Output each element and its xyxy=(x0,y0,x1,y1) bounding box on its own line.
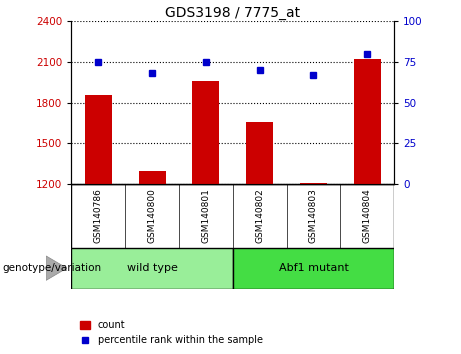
Bar xyxy=(354,59,381,184)
Bar xyxy=(246,122,273,184)
Title: GDS3198 / 7775_at: GDS3198 / 7775_at xyxy=(165,6,301,20)
Bar xyxy=(71,248,233,289)
Text: GSM140804: GSM140804 xyxy=(363,189,372,243)
Bar xyxy=(85,95,112,184)
Polygon shape xyxy=(46,256,67,280)
Text: GSM140800: GSM140800 xyxy=(148,188,157,244)
Bar xyxy=(193,81,219,184)
Text: GSM140786: GSM140786 xyxy=(94,188,103,244)
Text: wild type: wild type xyxy=(127,263,177,273)
Text: GSM140803: GSM140803 xyxy=(309,188,318,244)
Text: Abf1 mutant: Abf1 mutant xyxy=(278,263,349,273)
Text: genotype/variation: genotype/variation xyxy=(2,263,101,273)
Legend: count, percentile rank within the sample: count, percentile rank within the sample xyxy=(77,316,266,349)
Bar xyxy=(300,183,327,184)
Bar xyxy=(233,248,394,289)
Text: GSM140801: GSM140801 xyxy=(201,188,210,244)
Text: GSM140802: GSM140802 xyxy=(255,189,264,243)
Bar xyxy=(139,171,165,184)
